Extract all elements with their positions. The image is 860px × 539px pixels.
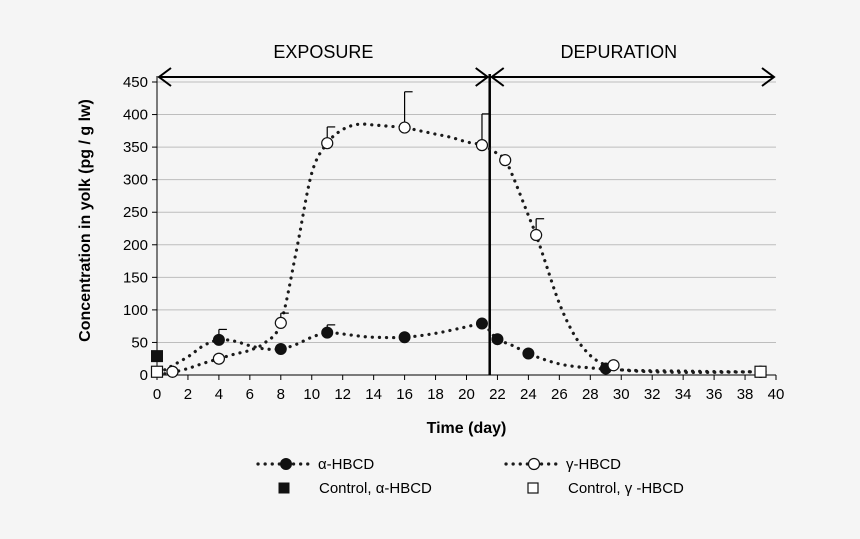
phase-arrowhead-right-depuration (761, 67, 776, 87)
x-tick-label-4: 4 (215, 386, 223, 403)
x-tick-label-12: 12 (334, 386, 351, 403)
series-curves (163, 122, 763, 376)
legend-label-1: γ-HBCD (566, 456, 621, 473)
data-point-0-5 (475, 317, 488, 330)
phase-arrowhead-left-exposure (157, 67, 172, 87)
legend-marker-0 (280, 458, 292, 470)
x-tick-label-2: 2 (184, 386, 192, 403)
data-point-0-4 (398, 331, 411, 344)
data-point-1-1 (212, 352, 225, 365)
y-tick-label-350: 350 (123, 139, 148, 156)
x-tick-label-16: 16 (396, 386, 413, 403)
data-point-2-0 (151, 350, 163, 363)
legend-label-2: Control, α-HBCD (319, 480, 432, 497)
x-tick-labels: 0 2 4 6 8 10 12 14 16 18 20 22 24 26 28 30 32 34 36 38 40 (153, 386, 785, 403)
x-tick-label-36: 36 (706, 386, 723, 403)
series-curve-0 (163, 321, 763, 374)
phase-annotations: EXPOSURE DEPURATION (157, 42, 776, 375)
data-point-1-2 (274, 316, 287, 330)
gridlines (157, 81, 776, 343)
y-tick-label-450: 450 (123, 74, 148, 91)
legend-marker-1 (527, 457, 541, 471)
legend-marker-2 (278, 482, 290, 494)
x-tick-label-18: 18 (427, 386, 444, 403)
phase-label-depuration: DEPURATION (561, 42, 678, 62)
data-point-0-6 (491, 333, 504, 346)
data-points (150, 121, 767, 378)
data-point-0-2 (274, 342, 287, 355)
y-tick-label-100: 100 (123, 302, 148, 319)
data-point-1-6 (499, 154, 512, 167)
legend-label-3: Control, γ -HBCD (568, 480, 684, 497)
x-axis-label: Time (day) (427, 420, 507, 437)
phase-arrowhead-right-exposure (475, 67, 490, 87)
y-tick-label-300: 300 (123, 172, 148, 189)
x-tick-label-20: 20 (458, 386, 475, 403)
x-tick-label-32: 32 (644, 386, 661, 403)
data-point-0-1 (212, 333, 225, 346)
y-tick-label-250: 250 (123, 204, 148, 221)
phase-label-exposure: EXPOSURE (273, 42, 373, 62)
phase-arrowhead-left-depuration (490, 67, 505, 87)
legend-marker-3 (527, 482, 539, 494)
x-tick-label-28: 28 (582, 386, 599, 403)
axes (152, 76, 777, 380)
y-tick-label-150: 150 (123, 269, 148, 286)
x-tick-label-6: 6 (246, 386, 254, 403)
y-tick-label-0: 0 (140, 367, 148, 384)
legend: α-HBCD γ-HBCD Control, α-HBCD Control, γ -H… (256, 456, 684, 497)
y-tick-label-50: 50 (131, 334, 148, 351)
x-tick-label-30: 30 (613, 386, 630, 403)
data-point-0-7 (522, 347, 535, 360)
data-point-1-0 (166, 365, 179, 378)
x-tick-label-22: 22 (489, 386, 506, 403)
x-tick-label-8: 8 (277, 386, 285, 403)
data-point-1-8 (607, 359, 620, 372)
data-point-3-1 (754, 365, 767, 378)
y-tick-labels: 0 50 100 150 200 250 300 350 400 450 (123, 74, 148, 384)
data-point-1-3 (321, 137, 334, 150)
y-tick-label-400: 400 (123, 107, 148, 124)
y-tick-label-200: 200 (123, 237, 148, 254)
x-tick-label-14: 14 (365, 386, 382, 403)
x-tick-label-40: 40 (768, 386, 785, 403)
data-point-1-5 (475, 139, 489, 152)
data-point-3-0 (150, 365, 164, 378)
x-tick-label-0: 0 (153, 386, 161, 403)
data-point-1-4 (398, 121, 411, 134)
data-point-1-7 (530, 228, 543, 242)
x-tick-label-24: 24 (520, 386, 537, 403)
y-axis-label: Concentration in yolk (pg / g lw) (77, 99, 94, 342)
x-tick-label-34: 34 (675, 386, 692, 403)
x-tick-label-26: 26 (551, 386, 568, 403)
x-tick-label-38: 38 (737, 386, 754, 403)
legend-label-0: α-HBCD (318, 456, 374, 473)
data-point-0-3 (321, 326, 334, 339)
x-tick-label-10: 10 (303, 386, 320, 403)
